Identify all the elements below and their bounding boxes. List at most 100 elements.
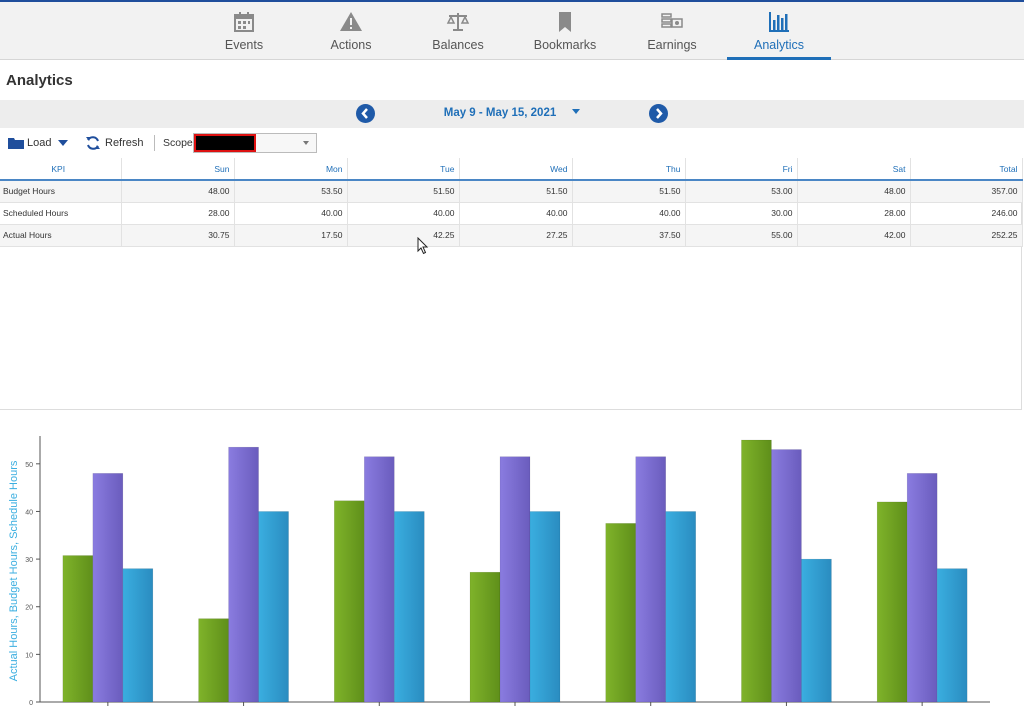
y-tick-label: 50 [25, 462, 33, 469]
table-row-actual-hours[interactable]: Actual Hours 30.75 17.50 42.25 27.25 37.… [0, 224, 1023, 247]
column-header-wed[interactable]: Wed [459, 158, 573, 181]
value-cell: 40.00 [459, 202, 573, 225]
bar-sun-series-1 [92, 473, 124, 703]
y-tick-label: 30 [25, 557, 33, 564]
nav-item-earnings[interactable]: Earnings [620, 2, 724, 60]
nav-item-actions[interactable]: Actions [299, 2, 403, 60]
value-cell: 37.50 [572, 224, 686, 247]
load-button[interactable]: Load [8, 135, 72, 151]
y-tick-label: 10 [25, 652, 33, 659]
column-header-total[interactable]: Total [910, 158, 1023, 181]
scale-icon [446, 13, 470, 31]
bar-tue-series-2 [394, 511, 425, 703]
top-accent-line [0, 0, 1024, 2]
column-header-fri[interactable]: Fri [685, 158, 798, 181]
load-dropdown-icon [58, 140, 68, 146]
nav-label-balances: Balances [432, 38, 484, 52]
bar-thu-series-0 [605, 523, 636, 703]
bar-mon-series-0 [198, 618, 229, 703]
hours-bar-chart: 0 10 20 30 40 50 Actual Hours, Budget Hours, S… [0, 418, 1024, 714]
value-cell: 17.50 [234, 224, 348, 247]
mouse-cursor-icon [417, 237, 429, 255]
scope-select[interactable] [193, 133, 317, 153]
value-cell: 51.50 [347, 180, 460, 203]
bar-sat-series-2 [936, 568, 968, 703]
table-header-row: KPI Sun Mon Tue Wed Thu Fri Sat Total [0, 158, 1023, 181]
refresh-label: Refresh [105, 137, 144, 149]
toolbar: Load Refresh Scope [0, 128, 1024, 158]
kpi-name-cell: Scheduled Hours [0, 202, 122, 225]
page-title: Analytics [6, 72, 73, 89]
table-row-budget-hours[interactable]: Budget Hours 48.00 53.50 51.50 51.50 51.… [0, 180, 1023, 203]
kpi-table: KPI Sun Mon Tue Wed Thu Fri Sat Total Bu… [0, 158, 1023, 247]
scope-redacted-value [194, 134, 256, 152]
bar-fri-series-2 [801, 558, 832, 703]
date-navigation-bar: May 9 - May 15, 2021 [0, 100, 1024, 128]
bar-fri-series-1 [771, 449, 802, 703]
value-cell: 53.00 [685, 180, 798, 203]
refresh-button[interactable]: Refresh [85, 135, 147, 151]
bar-sat-series-1 [906, 473, 938, 703]
value-cell: 48.00 [797, 180, 911, 203]
y-tick-label: 40 [25, 509, 33, 516]
calendar-icon [234, 12, 254, 32]
date-range-dropdown-icon[interactable] [572, 109, 580, 114]
column-header-thu[interactable]: Thu [572, 158, 686, 181]
value-cell: 40.00 [347, 202, 460, 225]
nav-item-events[interactable]: Events [192, 2, 296, 60]
next-week-button[interactable] [649, 104, 668, 123]
money-icon [661, 13, 683, 28]
top-navigation: Events Actions Balances Bookmarks [0, 2, 1024, 60]
y-tick-label: 0 [29, 700, 33, 707]
nav-label-analytics: Analytics [753, 38, 805, 52]
value-cell: 48.00 [121, 180, 235, 203]
bar-wed-series-0 [469, 571, 501, 703]
value-cell: 30.00 [685, 202, 798, 225]
bar-tue-series-1 [364, 456, 395, 703]
bar-thu-series-2 [665, 511, 696, 703]
nav-item-balances[interactable]: Balances [406, 2, 510, 60]
column-header-mon[interactable]: Mon [234, 158, 348, 181]
bar-wed-series-1 [499, 456, 531, 703]
value-cell: 30.75 [121, 224, 235, 247]
kpi-grid: KPI Sun Mon Tue Wed Thu Fri Sat Total Bu… [0, 158, 1023, 410]
column-header-sat[interactable]: Sat [797, 158, 911, 181]
date-range-label[interactable]: May 9 - May 15, 2021 [443, 107, 557, 119]
bar-sun-series-0 [62, 555, 94, 703]
nav-label-earnings: Earnings [647, 38, 697, 52]
kpi-name-cell: Budget Hours [0, 180, 122, 203]
value-cell: 28.00 [797, 202, 911, 225]
bar-tue-series-0 [334, 500, 365, 703]
value-cell: 40.00 [234, 202, 348, 225]
total-cell: 357.00 [910, 180, 1023, 203]
scope-dropdown-icon [303, 141, 309, 145]
table-row-scheduled-hours[interactable]: Scheduled Hours 28.00 40.00 40.00 40.00 … [0, 202, 1023, 225]
nav-label-events: Events [224, 38, 264, 52]
nav-item-analytics[interactable]: Analytics [727, 2, 831, 60]
value-cell: 42.00 [797, 224, 911, 247]
value-cell: 40.00 [572, 202, 686, 225]
bookmark-icon [559, 12, 571, 32]
column-header-kpi[interactable]: KPI [0, 158, 122, 181]
chart-canvas: 0 10 20 30 40 50 Actual Hours, Budget Hours, S… [8, 436, 990, 707]
refresh-icon [86, 136, 100, 150]
y-tick-label: 20 [25, 605, 33, 612]
value-cell: 51.50 [572, 180, 686, 203]
bar-thu-series-1 [635, 456, 666, 703]
total-cell: 252.25 [910, 224, 1023, 247]
folder-icon [8, 138, 24, 149]
toolbar-divider [154, 135, 155, 151]
value-cell: 55.00 [685, 224, 798, 247]
previous-week-button[interactable] [356, 104, 375, 123]
bar-mon-series-1 [228, 446, 259, 703]
value-cell: 51.50 [459, 180, 573, 203]
value-cell: 27.25 [459, 224, 573, 247]
chevron-right-icon [656, 108, 663, 119]
value-cell: 28.00 [121, 202, 235, 225]
column-header-tue[interactable]: Tue [347, 158, 460, 181]
column-header-sun[interactable]: Sun [121, 158, 235, 181]
value-cell: 42.25 [347, 224, 460, 247]
nav-label-bookmarks: Bookmarks [533, 38, 597, 52]
nav-item-bookmarks[interactable]: Bookmarks [513, 2, 617, 60]
warning-icon [340, 12, 362, 31]
